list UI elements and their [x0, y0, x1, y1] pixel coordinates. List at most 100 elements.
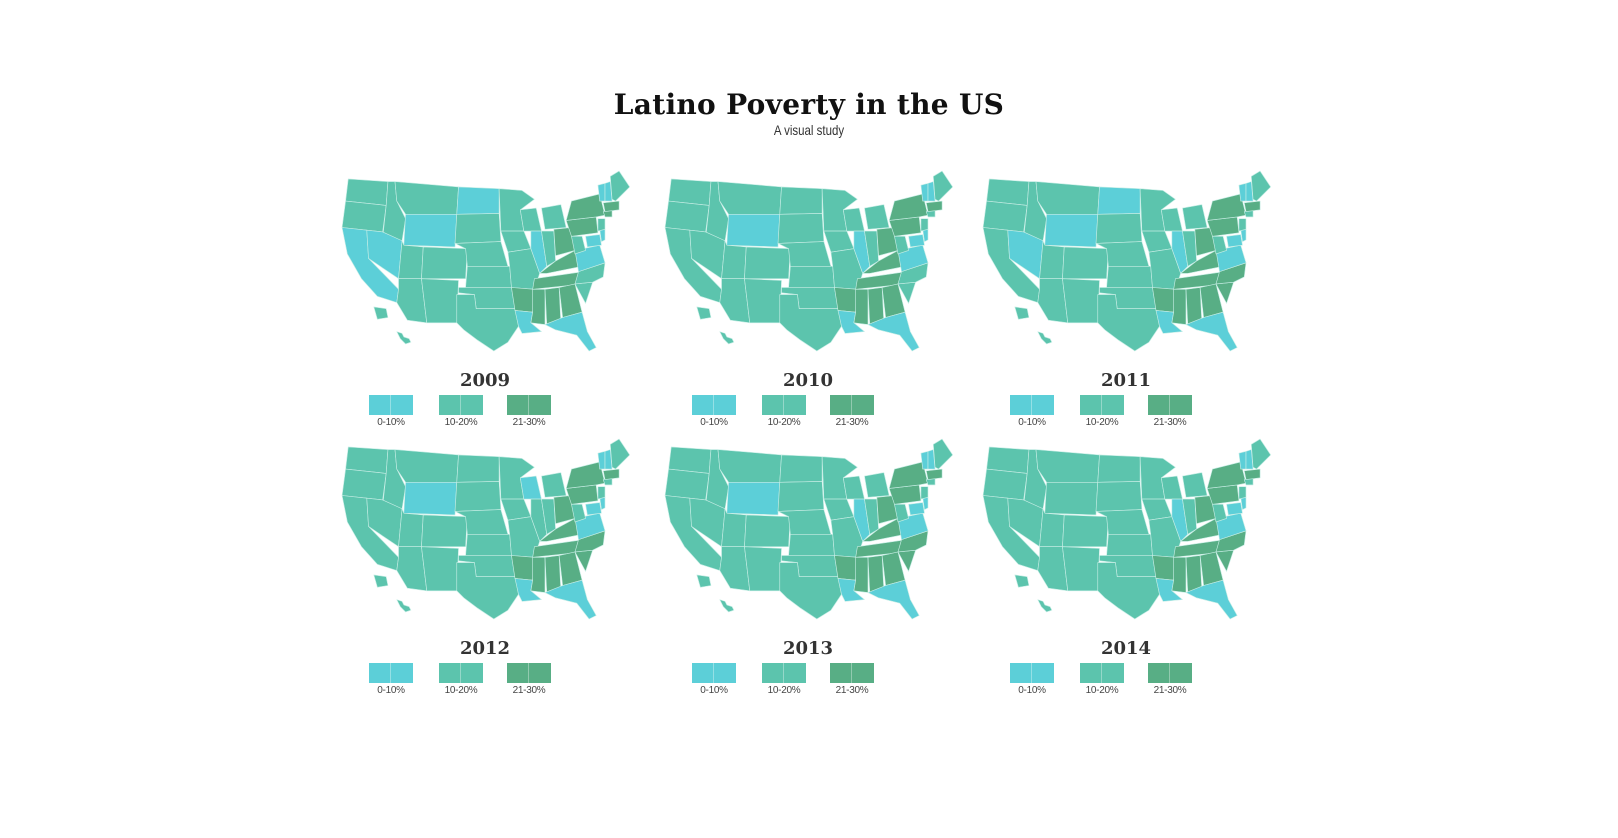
legend-label: 0-10% — [700, 417, 728, 428]
map-year-label: 2013 — [782, 638, 834, 659]
state-fl — [867, 311, 920, 352]
state-md — [585, 502, 602, 516]
state-nh — [927, 181, 936, 202]
legend-item: 10-20% — [1072, 395, 1132, 428]
state-nh — [927, 449, 936, 470]
state-ks — [788, 534, 835, 556]
state-ak — [696, 306, 712, 320]
map-legend: 0-10% 10-20% 21-30% — [658, 395, 958, 431]
state-mt — [717, 449, 782, 483]
state-nm — [421, 546, 459, 592]
legend-item: 10-20% — [754, 395, 814, 428]
state-nj — [597, 486, 606, 500]
state-sd — [1095, 213, 1143, 244]
legend-swatch — [762, 395, 806, 415]
state-me — [609, 170, 631, 202]
state-ak — [1014, 306, 1030, 320]
state-ar — [511, 287, 535, 313]
legend-item: 0-10% — [1002, 395, 1062, 428]
state-nj — [597, 218, 606, 232]
state-tx — [1097, 562, 1160, 620]
state-co — [1062, 246, 1109, 279]
state-nh — [604, 449, 613, 470]
legend-label: 0-10% — [700, 685, 728, 696]
legend-label: 10-20% — [1085, 417, 1119, 428]
legend-swatch — [692, 395, 736, 415]
state-ia — [1141, 498, 1173, 521]
legend-swatch — [369, 663, 413, 683]
legend-swatch — [762, 663, 806, 683]
state-ak — [373, 306, 389, 320]
state-ma — [925, 200, 943, 212]
state-mi — [541, 204, 567, 230]
legend-swatch — [507, 663, 551, 683]
state-nd — [779, 454, 823, 483]
state-ms — [853, 556, 869, 593]
state-mt — [717, 181, 782, 215]
state-ms — [530, 556, 546, 593]
state-ak — [1014, 574, 1030, 588]
legend-label: 21-30% — [1153, 417, 1187, 428]
state-ms — [530, 288, 546, 325]
state-nj — [1238, 486, 1247, 500]
map-year-label: 2009 — [459, 370, 511, 391]
state-hi — [1037, 599, 1053, 613]
legend-item: 10-20% — [431, 663, 491, 696]
legend-swatch — [439, 395, 483, 415]
legend-swatch — [439, 663, 483, 683]
legend-item: 0-10% — [1002, 663, 1062, 696]
state-ar — [1152, 555, 1176, 581]
state-or — [982, 468, 1028, 501]
us-map-2010 — [664, 170, 954, 352]
legend-label: 0-10% — [377, 685, 405, 696]
state-sd — [1095, 481, 1143, 512]
state-me — [1250, 170, 1272, 202]
legend-label: 10-20% — [1085, 685, 1119, 696]
legend-item: 0-10% — [684, 395, 744, 428]
state-me — [1250, 438, 1272, 470]
legend-label: 10-20% — [444, 417, 478, 428]
state-ma — [1243, 468, 1261, 480]
state-ms — [853, 288, 869, 325]
state-wv — [571, 504, 586, 523]
state-wv — [571, 236, 586, 255]
state-hi — [1037, 331, 1053, 345]
state-wv — [1212, 504, 1227, 523]
state-sd — [454, 213, 502, 244]
state-sd — [454, 481, 502, 512]
state-me — [932, 170, 954, 202]
state-fl — [544, 311, 597, 352]
state-hi — [396, 331, 412, 345]
legend-label: 21-30% — [835, 685, 869, 696]
state-sd — [777, 213, 825, 244]
legend-label: 0-10% — [1018, 417, 1046, 428]
state-mi — [1182, 472, 1208, 498]
map-panel-2009: 2009 0-10% 10-20% 21-30% — [335, 165, 635, 428]
us-map-2012 — [341, 438, 631, 620]
state-hi — [719, 331, 735, 345]
state-ut — [398, 240, 424, 279]
state-co — [744, 514, 791, 547]
state-ia — [823, 230, 855, 253]
state-nm — [744, 278, 782, 324]
state-ut — [1039, 508, 1065, 547]
map-panel-2010: 2010 0-10% 10-20% 21-30% — [658, 165, 958, 428]
state-ny — [1206, 461, 1247, 489]
state-ut — [398, 508, 424, 547]
state-ar — [1152, 287, 1176, 313]
page-subtitle: A visual study — [773, 122, 845, 138]
us-map-2013 — [664, 438, 954, 620]
legend-swatch — [1080, 663, 1124, 683]
state-nh — [1245, 449, 1254, 470]
legend-item: 0-10% — [684, 663, 744, 696]
header: Latino Poverty in the US A visual study — [0, 88, 1618, 138]
state-ny — [565, 461, 606, 489]
legend-label: 21-30% — [1153, 685, 1187, 696]
legend-swatch — [1080, 395, 1124, 415]
legend-item: 10-20% — [754, 663, 814, 696]
state-wy — [1044, 481, 1099, 516]
state-or — [341, 200, 387, 233]
legend-swatch — [830, 663, 874, 683]
state-co — [1062, 514, 1109, 547]
map-legend: 0-10% 10-20% 21-30% — [335, 395, 635, 431]
